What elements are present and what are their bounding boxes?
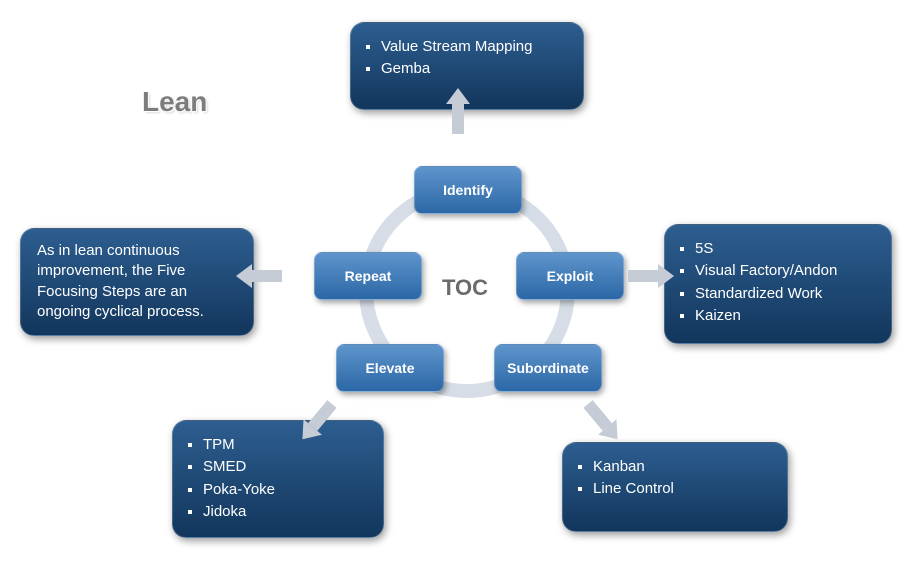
lean-title: Lean	[142, 86, 207, 118]
cycle-node-label: Repeat	[345, 268, 392, 284]
detail-list-item: Poka-Yoke	[203, 480, 367, 500]
detail-box-identify: Value Stream MappingGemba	[350, 22, 584, 110]
detail-list: 5SVisual Factory/Andon Standardized Work…	[681, 239, 875, 326]
cycle-node-subordinate: Subordinate	[494, 344, 602, 392]
detail-list-item: Value Stream Mapping	[381, 37, 567, 57]
cycle-node-elevate: Elevate	[336, 344, 444, 392]
cycle-node-label: Elevate	[365, 360, 414, 376]
cycle-node-exploit: Exploit	[516, 252, 624, 300]
detail-list-item: Kaizen	[695, 306, 875, 326]
cycle-node-repeat: Repeat	[314, 252, 422, 300]
center-label: TOC	[442, 275, 488, 301]
detail-list: Value Stream MappingGemba	[367, 37, 567, 80]
cycle-node-label: Exploit	[547, 268, 594, 284]
detail-box-repeat: As in lean continuous improvement, the F…	[20, 228, 254, 336]
detail-list-item: TPM	[203, 435, 367, 455]
cycle-node-identify: Identify	[414, 166, 522, 214]
detail-prose: As in lean continuous improvement, the F…	[37, 241, 237, 322]
detail-list-item: Kanban	[593, 457, 771, 477]
detail-list-item: Visual Factory/Andon	[695, 261, 875, 281]
detail-list-item: Gemba	[381, 59, 567, 79]
detail-list-item: Line Control	[593, 479, 771, 499]
detail-list-item: Jidoka	[203, 502, 367, 522]
detail-list: TPMSMED Poka-YokeJidoka	[189, 435, 367, 522]
cycle-node-label: Identify	[443, 182, 493, 198]
detail-box-subordinate: KanbanLine Control	[562, 442, 788, 532]
detail-box-exploit: 5SVisual Factory/Andon Standardized Work…	[664, 224, 892, 344]
detail-list-item: 5S	[695, 239, 875, 259]
detail-box-elevate: TPMSMED Poka-YokeJidoka	[172, 420, 384, 538]
cycle-node-label: Subordinate	[507, 360, 589, 376]
detail-list: KanbanLine Control	[579, 457, 771, 500]
detail-list-item: SMED	[203, 457, 367, 477]
detail-list-item: Standardized Work	[695, 284, 875, 304]
